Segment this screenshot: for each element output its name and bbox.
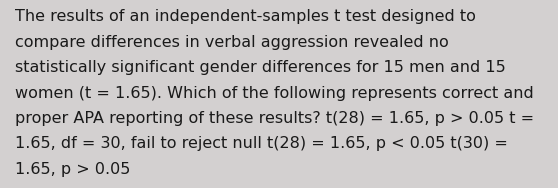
Text: 1.65, p > 0.05: 1.65, p > 0.05 bbox=[15, 162, 131, 177]
Text: women (t = 1.65). Which of the following represents correct and: women (t = 1.65). Which of the following… bbox=[15, 86, 534, 101]
Text: compare differences in verbal aggression revealed no: compare differences in verbal aggression… bbox=[15, 35, 449, 50]
Text: The results of an independent-samples t test designed to: The results of an independent-samples t … bbox=[15, 9, 476, 24]
Text: statistically significant gender differences for 15 men and 15: statistically significant gender differe… bbox=[15, 60, 506, 75]
Text: proper APA reporting of these results? t(28) = 1.65, p > 0.05 t =: proper APA reporting of these results? t… bbox=[15, 111, 534, 126]
Text: 1.65, df = 30, fail to reject null t(28) = 1.65, p < 0.05 t(30) =: 1.65, df = 30, fail to reject null t(28)… bbox=[15, 136, 508, 151]
